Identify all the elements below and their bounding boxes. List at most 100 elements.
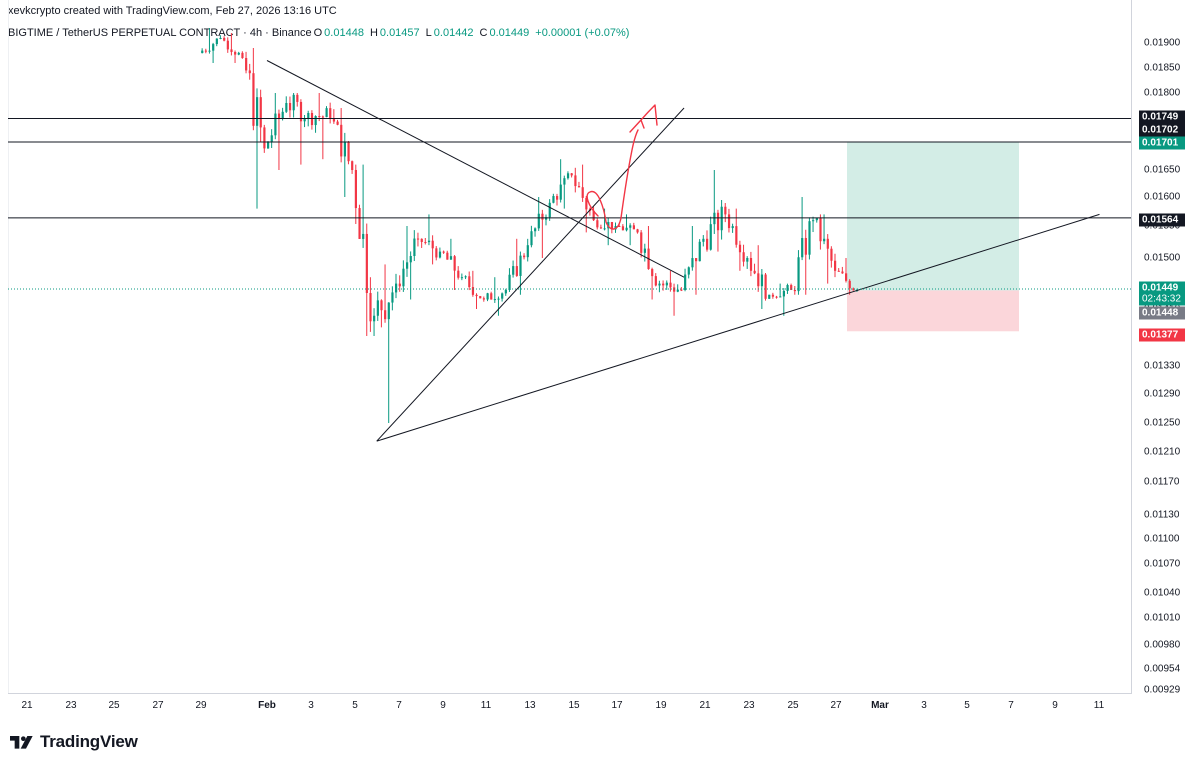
candle-body — [241, 52, 244, 58]
time-tick: 21 — [21, 700, 33, 711]
candle-body — [512, 266, 515, 275]
level-label: 0.01564 — [1139, 213, 1185, 227]
candle-body — [790, 285, 793, 290]
candle-body — [479, 296, 482, 299]
candle-body — [537, 213, 540, 229]
candle-body — [398, 283, 401, 287]
candle-body — [819, 217, 822, 242]
price-axis-border — [1131, 0, 1132, 693]
candle-body — [446, 252, 449, 260]
candle-body — [768, 294, 771, 299]
candle-body — [691, 258, 694, 268]
price-tick: 0.01010 — [1144, 612, 1181, 624]
trendline[interactable] — [376, 107, 685, 442]
candle-body — [760, 274, 764, 287]
candle-body — [695, 258, 698, 262]
candle-body — [373, 315, 376, 322]
candle-body — [321, 116, 325, 118]
low-value: 0.01442 — [433, 27, 474, 39]
time-tick: 19 — [655, 700, 667, 711]
candle-body — [837, 270, 840, 272]
candle-body — [786, 285, 789, 291]
time-tick: 27 — [152, 700, 164, 711]
candle-body — [716, 212, 720, 231]
candle-body — [219, 38, 222, 39]
candle-body — [237, 52, 240, 55]
candle-body — [226, 40, 229, 50]
symbol-title[interactable]: BIGTIME / TetherUS PERPETUAL CONTRACT · … — [8, 27, 312, 39]
candle-body — [804, 238, 807, 255]
candle-body — [779, 296, 782, 298]
candle-body — [486, 293, 489, 300]
tradingview-wordmark: TradingView — [40, 732, 138, 751]
candle-body — [801, 238, 804, 258]
tradingview-logo[interactable]: TradingView — [10, 732, 138, 752]
hand-drawn-arrow — [586, 104, 658, 230]
time-tick: 21 — [699, 700, 711, 711]
candle-body — [665, 282, 668, 286]
candle-body — [325, 108, 328, 118]
candle-body — [256, 97, 259, 126]
candle-body — [212, 44, 215, 51]
candle-body — [673, 287, 676, 292]
candle-body — [848, 280, 851, 289]
candle-body — [526, 245, 529, 258]
time-tick: Mar — [871, 700, 889, 711]
trendlines[interactable] — [266, 60, 1100, 442]
candle-body — [658, 283, 661, 286]
time-tick: 11 — [480, 700, 492, 711]
candle-body — [592, 210, 595, 221]
price-tick: 0.01650 — [1144, 164, 1181, 176]
candle-body — [585, 197, 588, 210]
stop-zone[interactable] — [847, 290, 1019, 332]
candle-body — [808, 221, 811, 255]
candle-body — [413, 238, 416, 256]
candle-body — [504, 290, 507, 294]
candle-body — [654, 276, 657, 286]
candle-body — [676, 289, 679, 292]
candle-body — [362, 233, 365, 239]
tradingview-logo-icon — [10, 736, 33, 749]
candle-body — [230, 49, 233, 52]
candle-body — [830, 248, 833, 261]
candle-body — [248, 70, 251, 74]
candle-body — [563, 178, 566, 185]
time-tick: 5 — [352, 700, 358, 711]
attribution: xevkcrypto created with TradingView.com,… — [8, 5, 337, 17]
position-zones — [847, 142, 1019, 332]
candle-body — [698, 241, 701, 262]
candle-body — [420, 238, 423, 243]
time-tick: 23 — [65, 700, 77, 711]
candle-body — [812, 220, 815, 222]
candle-body — [501, 293, 504, 299]
low-label: L — [425, 27, 432, 39]
target-zone[interactable] — [847, 142, 1019, 291]
candle-body — [376, 300, 379, 316]
candle-body — [643, 248, 646, 253]
candle-body — [318, 116, 321, 118]
candle-body — [449, 256, 453, 260]
candle-body — [662, 283, 665, 286]
candle-body — [299, 101, 303, 122]
candle-body — [684, 274, 687, 290]
candle-body — [234, 51, 237, 55]
time-tick: 25 — [108, 700, 120, 711]
trendline[interactable] — [266, 60, 685, 278]
price-tick: 0.00954 — [1144, 663, 1181, 675]
time-tick: 3 — [308, 700, 314, 711]
candle-body — [577, 186, 581, 188]
price-tick: 0.00929 — [1144, 684, 1181, 696]
candle-body — [201, 50, 204, 53]
candle-body — [204, 50, 207, 52]
candle-body — [552, 196, 555, 203]
candle-body — [603, 228, 606, 230]
trendline[interactable] — [376, 213, 1100, 442]
time-tick: 11 — [1093, 700, 1105, 711]
close-label: C — [479, 27, 488, 39]
time-tick: 5 — [964, 700, 970, 711]
candle-body — [274, 113, 277, 136]
time-tick: 23 — [743, 700, 755, 711]
candle-body — [797, 257, 800, 292]
close-value: 0.01449 — [489, 27, 530, 39]
